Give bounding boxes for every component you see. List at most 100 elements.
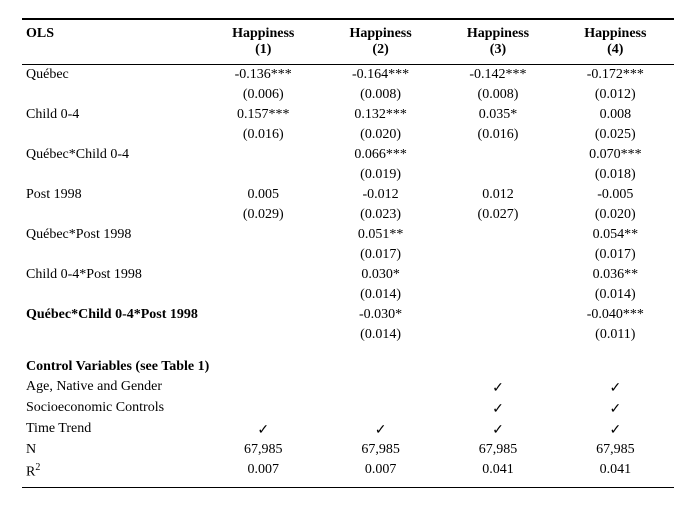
cell-se: (0.008)	[478, 87, 519, 102]
check-icon: ✓	[492, 400, 504, 416]
cell-se: (0.017)	[360, 247, 401, 262]
header-ols: OLS	[22, 19, 205, 65]
controls-header-row: Control Variables (see Table 1)	[22, 357, 674, 377]
r2-row: R2 0.007 0.007 0.041 0.041	[22, 460, 674, 487]
n-row: N 67,985 67,985 67,985 67,985	[22, 440, 674, 460]
table-row: Québec*Child 0-4*Post 1998 -0.030* -0.04…	[22, 305, 674, 325]
cell-value: -0.172***	[587, 67, 644, 82]
table-body: Québec -0.136*** -0.164*** -0.142*** -0.…	[22, 65, 674, 488]
cell-value: 0.066***	[354, 147, 407, 162]
cell-value: 0.036**	[593, 267, 639, 282]
cell-value: -0.005	[597, 187, 633, 202]
r2-label-base: R	[26, 465, 35, 480]
header-col-3-num: (3)	[490, 42, 506, 57]
header-row: OLS Happiness (1) Happiness (2) Happines…	[22, 19, 674, 65]
r2-value: 0.007	[365, 462, 397, 477]
n-value: 67,985	[361, 442, 400, 457]
cell-value: -0.142***	[469, 67, 526, 82]
cell-se: (0.006)	[243, 87, 284, 102]
table-row-se: (0.006) (0.008) (0.008) (0.012)	[22, 85, 674, 105]
table-row-se: (0.029) (0.023) (0.027) (0.020)	[22, 205, 674, 225]
header-col-4-label: Happiness	[584, 26, 646, 41]
cell-value: 0.132***	[354, 107, 407, 122]
spacer-row	[22, 345, 674, 357]
cell-se: (0.023)	[360, 207, 401, 222]
table-row: Child 0-4 0.157*** 0.132*** 0.035* 0.008	[22, 105, 674, 125]
cell-se: (0.014)	[360, 327, 401, 342]
r2-value: 0.041	[600, 462, 632, 477]
table-row: Post 1998 0.005 -0.012 0.012 -0.005	[22, 185, 674, 205]
cell-value: 0.030*	[361, 267, 400, 282]
table-row-se: (0.017) (0.017)	[22, 245, 674, 265]
cell-value: 0.054**	[593, 227, 639, 242]
controls-label: Time Trend	[26, 421, 91, 436]
row-label: Québec*Child 0-4	[26, 147, 129, 162]
header-col-2-num: (2)	[372, 42, 388, 57]
table-row-se: (0.014) (0.014)	[22, 285, 674, 305]
regression-table: OLS Happiness (1) Happiness (2) Happines…	[22, 18, 674, 488]
check-icon: ✓	[609, 421, 621, 437]
header-col-3: Happiness (3)	[439, 19, 556, 65]
cell-value: 0.012	[482, 187, 514, 202]
row-label: Post 1998	[26, 187, 82, 202]
cell-value: 0.008	[600, 107, 632, 122]
cell-value: -0.012	[363, 187, 399, 202]
check-icon: ✓	[492, 379, 504, 395]
cell-se: (0.014)	[360, 287, 401, 302]
n-value: 67,985	[596, 442, 635, 457]
header-col-4: Happiness (4)	[557, 19, 674, 65]
controls-label: Age, Native and Gender	[26, 379, 162, 394]
cell-se: (0.025)	[595, 127, 636, 142]
header-col-3-label: Happiness	[467, 26, 529, 41]
r2-value: 0.007	[247, 462, 279, 477]
header-col-4-num: (4)	[607, 42, 623, 57]
cell-se: (0.017)	[595, 247, 636, 262]
cell-se: (0.020)	[595, 207, 636, 222]
row-label: Québec*Child 0-4*Post 1998	[26, 307, 198, 322]
r2-value: 0.041	[482, 462, 514, 477]
table-row-se: (0.016) (0.020) (0.016) (0.025)	[22, 125, 674, 145]
row-label: Québec	[26, 67, 69, 82]
row-label: Québec*Post 1998	[26, 227, 131, 242]
header-col-1: Happiness (1)	[205, 19, 322, 65]
table-row: Child 0-4*Post 1998 0.030* 0.036**	[22, 265, 674, 285]
cell-se: (0.029)	[243, 207, 284, 222]
check-icon: ✓	[609, 379, 621, 395]
cell-value: -0.030*	[359, 307, 402, 322]
header-col-1-num: (1)	[255, 42, 271, 57]
cell-se: (0.020)	[360, 127, 401, 142]
check-icon: ✓	[257, 421, 269, 437]
header-col-1-label: Happiness	[232, 26, 294, 41]
controls-row: Time Trend ✓ ✓ ✓ ✓	[22, 419, 674, 440]
table-row: Québec -0.136*** -0.164*** -0.142*** -0.…	[22, 65, 674, 86]
table-row: Québec*Post 1998 0.051** 0.054**	[22, 225, 674, 245]
header-col-2-label: Happiness	[349, 26, 411, 41]
row-label: Child 0-4*Post 1998	[26, 267, 142, 282]
header-ols-text: OLS	[26, 26, 54, 41]
controls-label: Socioeconomic Controls	[26, 400, 164, 415]
n-value: 67,985	[244, 442, 283, 457]
cell-value: -0.136***	[235, 67, 292, 82]
row-label: Child 0-4	[26, 107, 79, 122]
cell-se: (0.016)	[243, 127, 284, 142]
cell-value: 0.070***	[589, 147, 642, 162]
n-value: 67,985	[479, 442, 518, 457]
cell-se: (0.008)	[360, 87, 401, 102]
cell-se: (0.014)	[595, 287, 636, 302]
check-icon: ✓	[375, 421, 387, 437]
controls-row: Socioeconomic Controls ✓ ✓	[22, 398, 674, 419]
r2-label-sup: 2	[35, 462, 40, 473]
cell-se: (0.027)	[478, 207, 519, 222]
cell-value: 0.005	[247, 187, 279, 202]
n-label: N	[26, 442, 36, 457]
controls-header: Control Variables (see Table 1)	[26, 359, 209, 374]
header-col-2: Happiness (2)	[322, 19, 439, 65]
cell-se: (0.019)	[360, 167, 401, 182]
cell-value: -0.040***	[587, 307, 644, 322]
cell-value: -0.164***	[352, 67, 409, 82]
cell-se: (0.018)	[595, 167, 636, 182]
check-icon: ✓	[492, 421, 504, 437]
controls-row: Age, Native and Gender ✓ ✓	[22, 377, 674, 398]
cell-se: (0.011)	[595, 327, 635, 342]
check-icon: ✓	[609, 400, 621, 416]
